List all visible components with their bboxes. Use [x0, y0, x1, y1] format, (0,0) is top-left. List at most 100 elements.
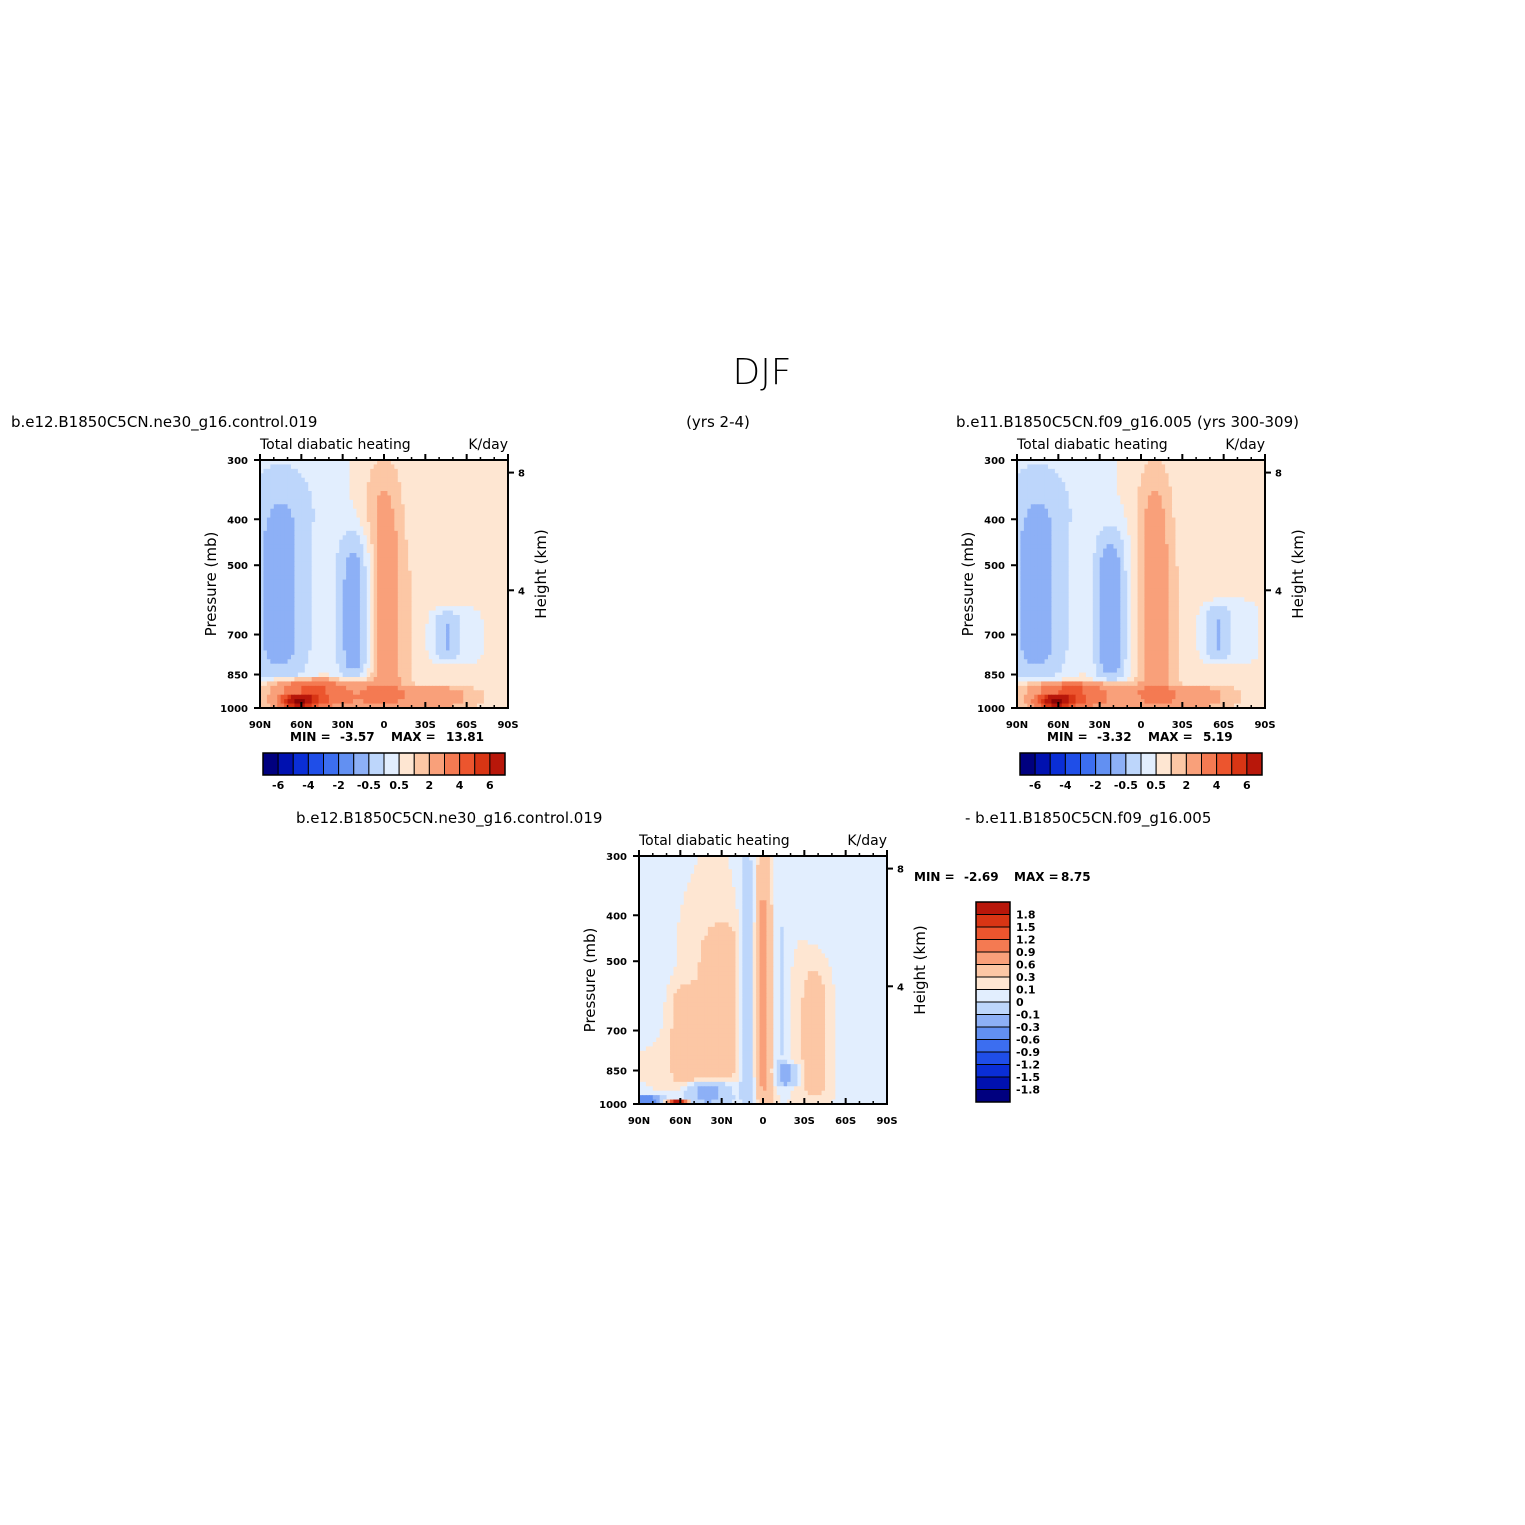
- field-cell: [452, 677, 457, 683]
- field-cell: [401, 606, 406, 612]
- field-cell: [308, 654, 313, 660]
- field-cell: [332, 575, 337, 581]
- field-cell: [277, 561, 282, 567]
- field-cell: [356, 672, 361, 678]
- field-cell: [446, 508, 451, 514]
- field-cell: [459, 530, 464, 536]
- field-cell: [291, 597, 296, 603]
- field-cell: [370, 592, 375, 598]
- field-cell: [270, 654, 275, 660]
- field-cell: [1030, 468, 1035, 474]
- field-cell: [1154, 464, 1159, 470]
- field-cell: [370, 575, 375, 581]
- field-cell: [270, 663, 275, 669]
- field-cell: [266, 601, 271, 607]
- field-cell: [339, 548, 344, 554]
- field-cell: [359, 468, 364, 474]
- field-cell: [1206, 464, 1211, 470]
- field-cell: [260, 650, 265, 656]
- field-cell: [411, 553, 416, 559]
- field-cell: [280, 628, 285, 634]
- field-cell: [353, 504, 358, 510]
- field-cell: [394, 539, 399, 545]
- field-cell: [384, 504, 389, 510]
- field-cell: [297, 508, 302, 514]
- field-cell: [432, 570, 437, 576]
- field-cell: [346, 579, 351, 585]
- field-cell: [311, 637, 316, 643]
- field-cell: [1120, 464, 1125, 470]
- field-cell: [294, 610, 299, 616]
- field-cell: [394, 623, 399, 629]
- field-cell: [359, 628, 364, 634]
- field-cell: [442, 460, 447, 466]
- field-cell: [384, 522, 389, 528]
- field-cell: [408, 491, 413, 497]
- field-cell: [1223, 464, 1228, 470]
- field-cell: [294, 672, 299, 678]
- field-cell: [435, 486, 440, 492]
- field-cell: [1075, 460, 1080, 466]
- field-cell: [401, 557, 406, 563]
- field-cell: [301, 464, 306, 470]
- field-cell: [359, 637, 364, 643]
- field-cell: [473, 557, 478, 563]
- field-cell: [304, 699, 309, 705]
- field-cell: [1130, 495, 1135, 501]
- field-cell: [260, 464, 265, 470]
- field-cell: [411, 628, 416, 634]
- y-right-axis-title: Height (km): [532, 529, 550, 618]
- field-cell: [1165, 499, 1170, 505]
- field-cell: [473, 508, 478, 514]
- field-cell: [404, 668, 409, 674]
- field-cell: [432, 495, 437, 501]
- field-cell: [452, 544, 457, 550]
- field-cell: [273, 499, 278, 505]
- field-cell: [318, 632, 323, 638]
- field-cell: [342, 553, 347, 559]
- field-cell: [294, 553, 299, 559]
- field-cell: [1261, 482, 1265, 488]
- field-cell: [439, 659, 444, 665]
- field-cell: [370, 460, 375, 466]
- field-cell: [315, 668, 320, 674]
- field-cell: [1196, 473, 1201, 479]
- field-cell: [459, 570, 464, 576]
- field-cell: [1141, 460, 1146, 466]
- field-cell: [1234, 486, 1239, 492]
- field-cell: [1161, 482, 1166, 488]
- field-cell: [366, 570, 371, 576]
- field-cell: [349, 530, 354, 536]
- field-cell: [266, 530, 271, 536]
- field-cell: [432, 539, 437, 545]
- field-cell: [1223, 495, 1228, 501]
- field-cell: [1161, 468, 1166, 474]
- field-cell: [487, 579, 492, 585]
- field-cell: [1182, 499, 1187, 505]
- field-cell: [370, 544, 375, 550]
- field-cell: [387, 544, 392, 550]
- field-cell: [318, 535, 323, 541]
- field-cell: [421, 703, 426, 708]
- field-cell: [304, 588, 309, 594]
- field-cell: [470, 703, 475, 708]
- field-cell: [432, 504, 437, 510]
- y-tick-label: 850: [227, 671, 248, 682]
- field-cell: [1116, 495, 1121, 501]
- field-cell: [377, 561, 382, 567]
- field-cell: [439, 526, 444, 532]
- field-cell: [446, 477, 451, 483]
- field-cell: [1223, 491, 1228, 497]
- field-cell: [297, 468, 302, 474]
- field-cell: [311, 535, 316, 541]
- field-cell: [315, 659, 320, 665]
- field-cell: [315, 663, 320, 669]
- field-cell: [404, 659, 409, 665]
- field-cell: [477, 553, 482, 559]
- field-cell: [342, 526, 347, 532]
- field-cell: [473, 579, 478, 585]
- field-cell: [425, 677, 430, 683]
- field-cell: [1072, 504, 1077, 510]
- field-cell: [435, 592, 440, 598]
- field-cell: [308, 530, 313, 536]
